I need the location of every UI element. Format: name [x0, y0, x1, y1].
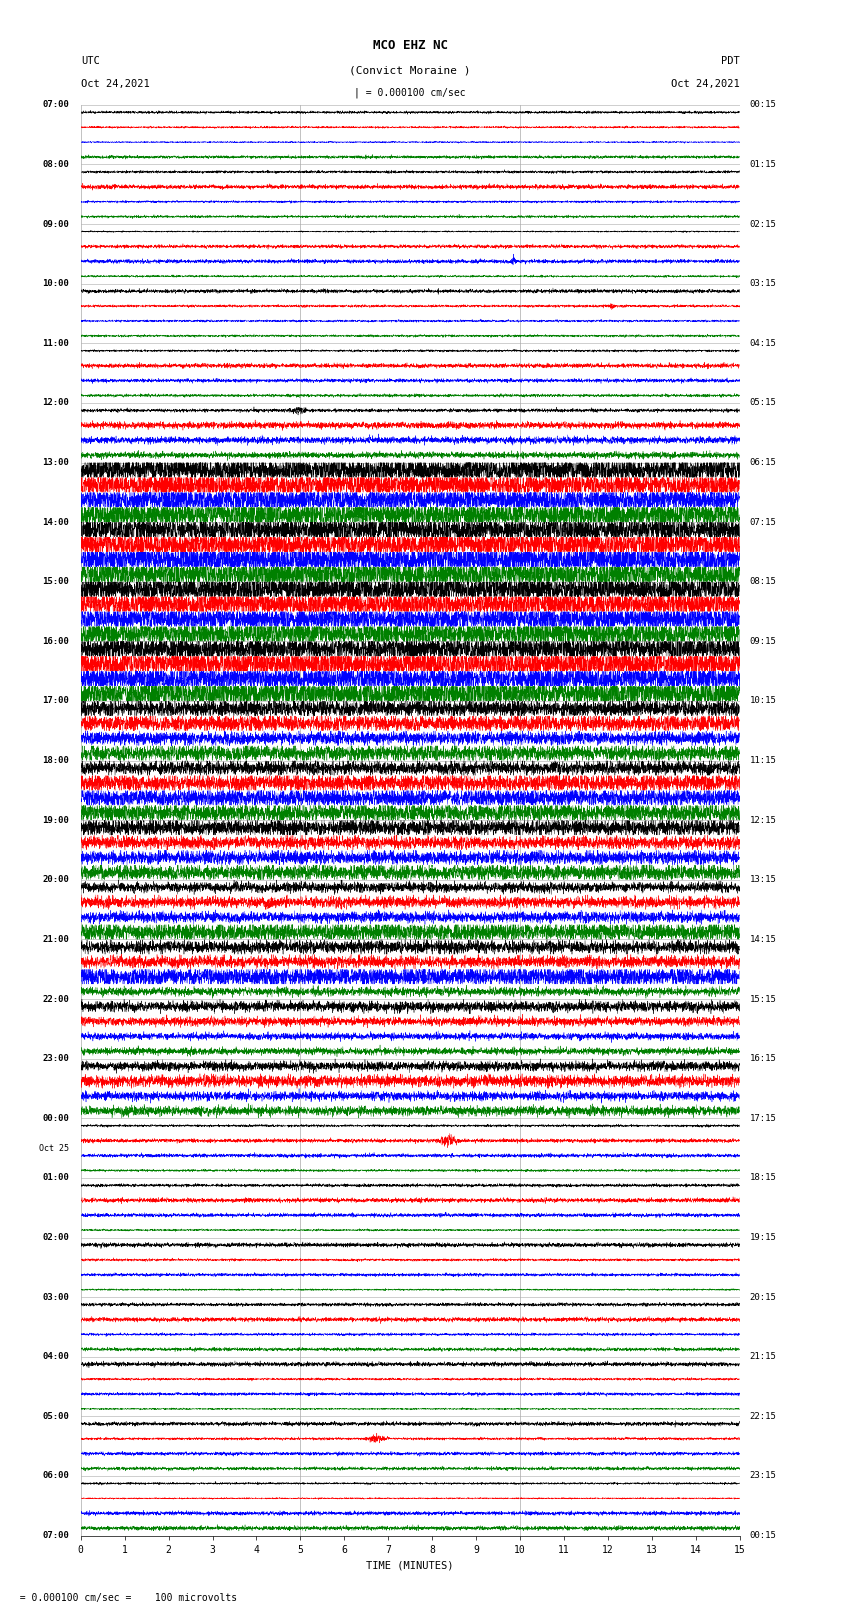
Text: 20:00: 20:00 — [42, 876, 69, 884]
Text: 16:15: 16:15 — [750, 1055, 776, 1063]
Text: 18:00: 18:00 — [42, 756, 69, 765]
Text: 20:15: 20:15 — [750, 1292, 776, 1302]
Text: 00:00: 00:00 — [42, 1115, 69, 1123]
Text: Oct 24,2021: Oct 24,2021 — [81, 79, 150, 89]
Text: 17:15: 17:15 — [750, 1115, 776, 1123]
Text: 04:15: 04:15 — [750, 339, 776, 348]
Text: 06:15: 06:15 — [750, 458, 776, 468]
Text: 17:00: 17:00 — [42, 697, 69, 705]
Text: 04:00: 04:00 — [42, 1352, 69, 1361]
Text: 14:15: 14:15 — [750, 936, 776, 944]
Text: 21:15: 21:15 — [750, 1352, 776, 1361]
Text: 21:00: 21:00 — [42, 936, 69, 944]
Text: 22:15: 22:15 — [750, 1411, 776, 1421]
Text: MCO EHZ NC: MCO EHZ NC — [372, 39, 448, 52]
Text: 07:15: 07:15 — [750, 518, 776, 526]
Text: 00:15: 00:15 — [750, 1531, 776, 1540]
Text: 23:00: 23:00 — [42, 1055, 69, 1063]
Text: 08:15: 08:15 — [750, 577, 776, 586]
Text: 07:00: 07:00 — [42, 1531, 69, 1540]
Text: 09:15: 09:15 — [750, 637, 776, 645]
Text: 15:00: 15:00 — [42, 577, 69, 586]
Text: 03:15: 03:15 — [750, 279, 776, 289]
Text: (Convict Moraine ): (Convict Moraine ) — [349, 66, 471, 76]
Text: 15:15: 15:15 — [750, 995, 776, 1003]
Text: 00:15: 00:15 — [750, 100, 776, 110]
Text: 23:15: 23:15 — [750, 1471, 776, 1481]
X-axis label: TIME (MINUTES): TIME (MINUTES) — [366, 1560, 454, 1569]
Text: 16:00: 16:00 — [42, 637, 69, 645]
Text: 03:00: 03:00 — [42, 1292, 69, 1302]
Text: = 0.000100 cm/sec =    100 microvolts: = 0.000100 cm/sec = 100 microvolts — [8, 1594, 238, 1603]
Text: 13:00: 13:00 — [42, 458, 69, 468]
Text: Oct 24,2021: Oct 24,2021 — [671, 79, 740, 89]
Text: 12:00: 12:00 — [42, 398, 69, 408]
Text: 11:15: 11:15 — [750, 756, 776, 765]
Text: 02:15: 02:15 — [750, 219, 776, 229]
Text: 01:15: 01:15 — [750, 160, 776, 169]
Text: 22:00: 22:00 — [42, 995, 69, 1003]
Text: 10:00: 10:00 — [42, 279, 69, 289]
Text: 19:00: 19:00 — [42, 816, 69, 824]
Text: | = 0.000100 cm/sec: | = 0.000100 cm/sec — [354, 87, 466, 98]
Text: 05:15: 05:15 — [750, 398, 776, 408]
Text: 07:00: 07:00 — [42, 100, 69, 110]
Text: 14:00: 14:00 — [42, 518, 69, 526]
Text: 19:15: 19:15 — [750, 1232, 776, 1242]
Text: 11:00: 11:00 — [42, 339, 69, 348]
Text: 10:15: 10:15 — [750, 697, 776, 705]
Text: 06:00: 06:00 — [42, 1471, 69, 1481]
Text: PDT: PDT — [721, 56, 740, 66]
Text: 05:00: 05:00 — [42, 1411, 69, 1421]
Text: 01:00: 01:00 — [42, 1173, 69, 1182]
Text: UTC: UTC — [81, 56, 99, 66]
Text: 09:00: 09:00 — [42, 219, 69, 229]
Text: 12:15: 12:15 — [750, 816, 776, 824]
Text: 08:00: 08:00 — [42, 160, 69, 169]
Text: Oct 25: Oct 25 — [39, 1144, 69, 1153]
Text: 13:15: 13:15 — [750, 876, 776, 884]
Text: 02:00: 02:00 — [42, 1232, 69, 1242]
Text: 18:15: 18:15 — [750, 1173, 776, 1182]
